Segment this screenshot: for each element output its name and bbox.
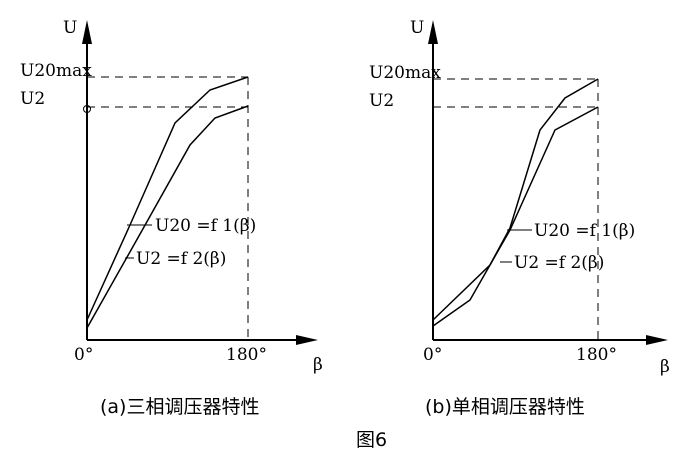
- panel-a-curve-u2: [86, 105, 249, 329]
- panel-b-u20max-label: U20max: [369, 63, 441, 83]
- panel-a-y-axis-arrow: [82, 20, 92, 44]
- panel-a-u2-marker: [83, 105, 91, 113]
- panel-a-x-label: β: [313, 355, 323, 375]
- panel-a-u20max-label: U20max: [20, 61, 92, 81]
- panel-a-curve-u20: [86, 76, 249, 321]
- panel-b-curve1-label: U20 =f 1(β): [534, 221, 635, 241]
- panel-a-tick-end: 180°: [226, 345, 267, 365]
- panel-b-curve-u2: [432, 106, 599, 327]
- panel-b-x-label: β: [660, 357, 670, 377]
- panel-b-caption: (b)单相调压器特性: [425, 396, 585, 418]
- panel-a-u2-label: U2: [20, 89, 45, 109]
- panel-a-tick-start: 0°: [74, 345, 93, 365]
- panel-b-tick-start: 0°: [423, 345, 442, 365]
- panel-b-x-axis-arrow: [646, 335, 668, 345]
- figure-label: 图6: [356, 429, 387, 451]
- panel-b-curve2-label: U2 =f 2(β): [514, 253, 604, 273]
- panel-b: U β 0° 180° U20max U2 U20 =f 1(β) U2 =f …: [369, 18, 670, 418]
- panel-a: U β 0° 180° U20max U2 U20 =f 1(β) U2 =f …: [20, 18, 323, 418]
- panel-a-x-axis-arrow: [296, 335, 318, 345]
- panel-a-curve2-label: U2 =f 2(β): [136, 249, 226, 269]
- panel-a-curve1-label: U20 =f 1(β): [155, 216, 256, 236]
- panel-b-y-label: U: [410, 18, 424, 38]
- panel-b-tick-end: 180°: [576, 345, 617, 365]
- panel-a-caption: (a)三相调压器特性: [100, 396, 259, 418]
- panel-b-y-axis-arrow: [428, 20, 438, 44]
- panel-b-curve-u20: [432, 78, 599, 321]
- panel-a-y-label: U: [63, 18, 77, 38]
- panel-b-u2-label: U2: [369, 91, 394, 111]
